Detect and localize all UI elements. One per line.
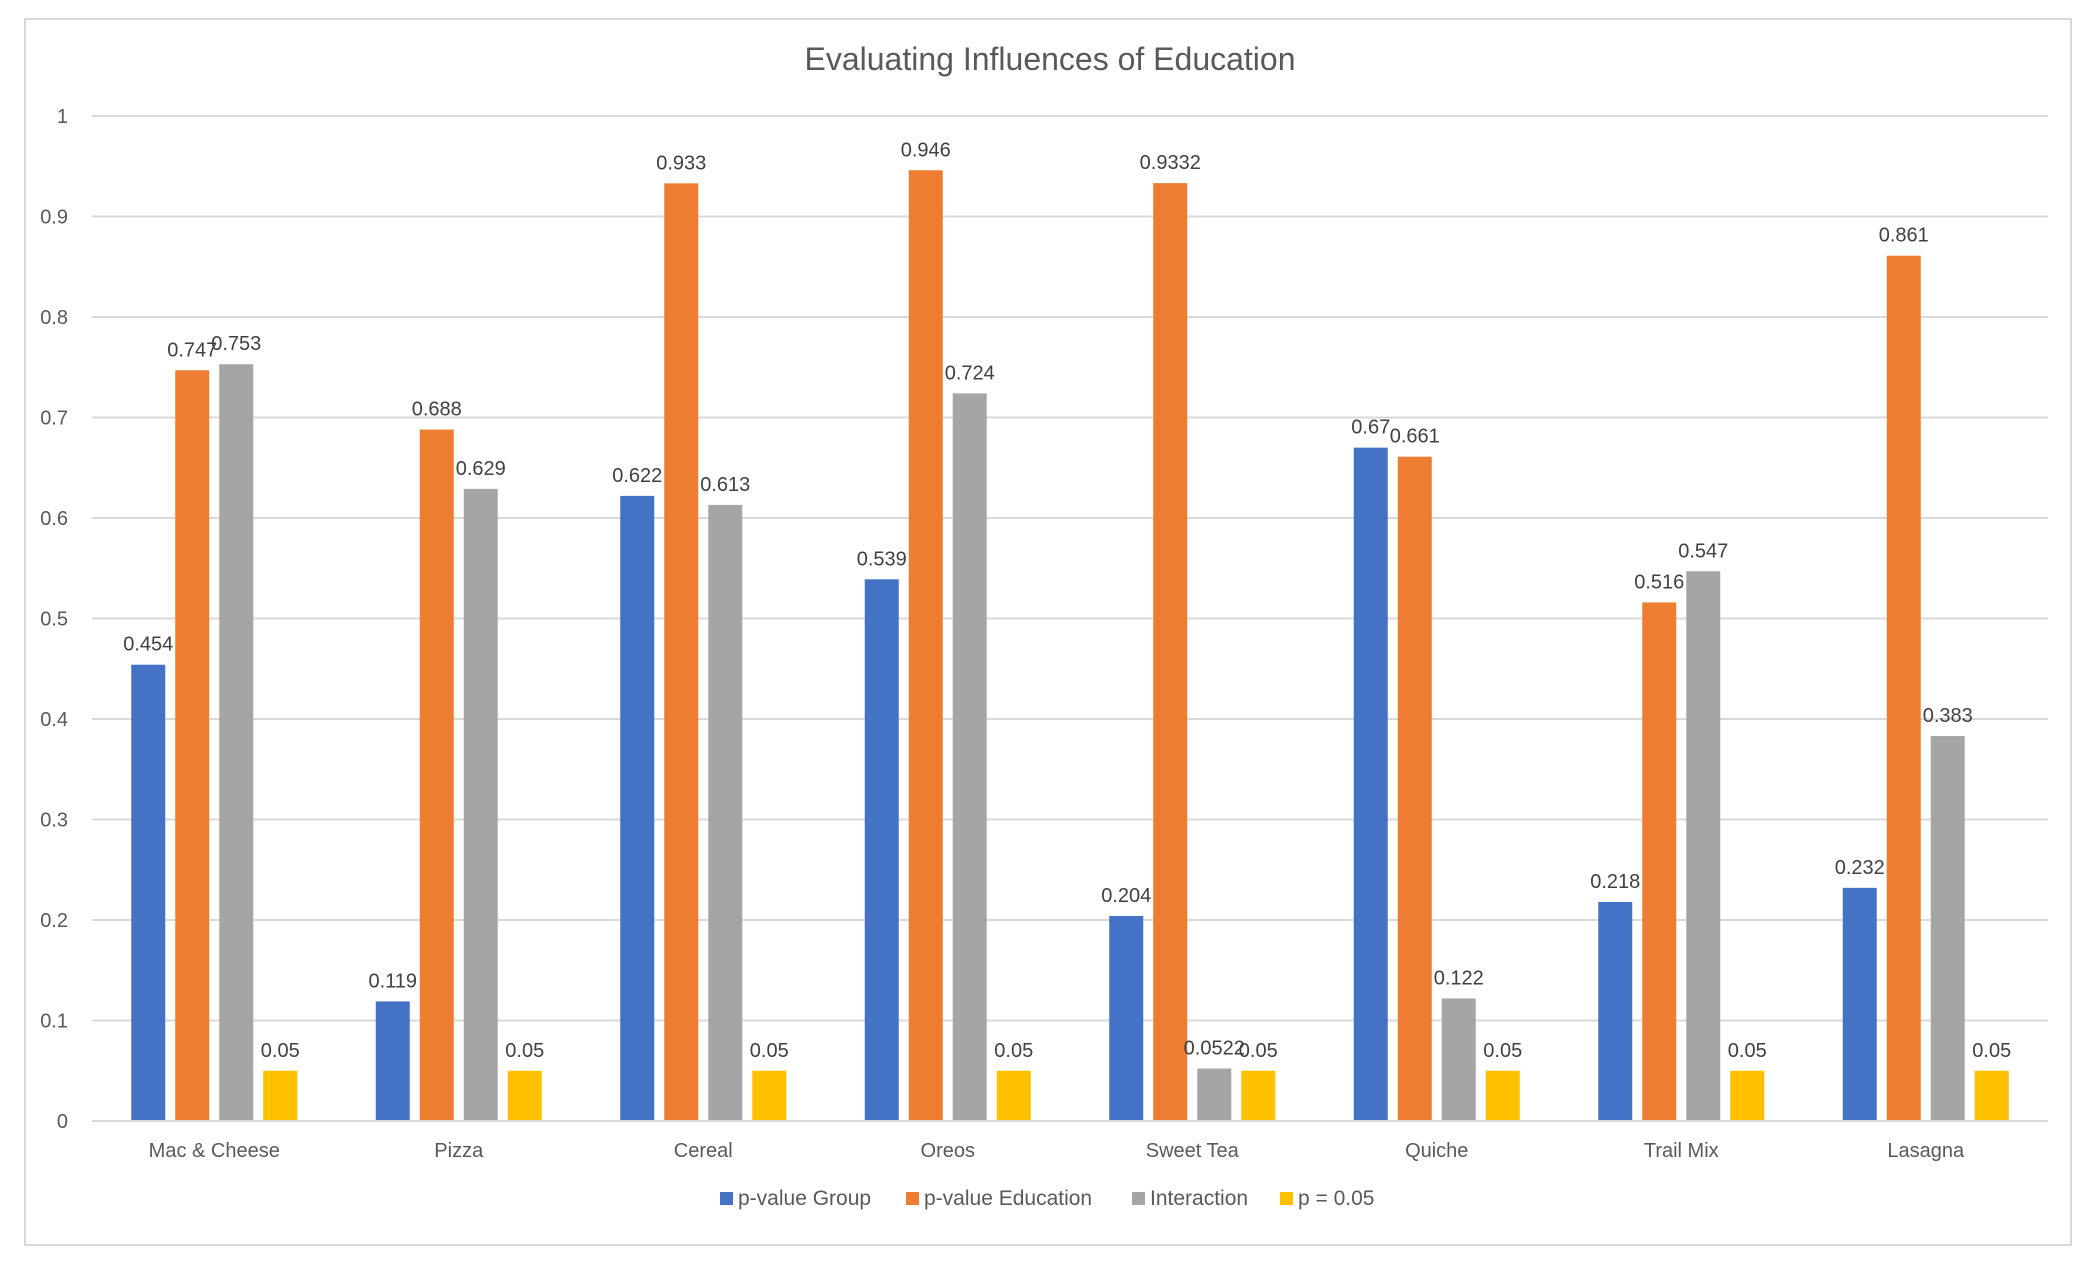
- legend-label: Interaction: [1150, 1187, 1248, 1210]
- data-label: 0.9332: [1140, 152, 1201, 174]
- x-tick-label: Trail Mix: [1644, 1140, 1719, 1162]
- bar: [1241, 1070, 1276, 1121]
- y-tick-label: 0.4: [40, 709, 68, 731]
- legend-label: p-value Education: [924, 1187, 1092, 1210]
- bar: [708, 504, 743, 1121]
- data-label: 0.516: [1634, 571, 1684, 593]
- data-label: 0.747: [167, 339, 217, 361]
- x-tick-label: Quiche: [1405, 1140, 1468, 1162]
- x-tick-label: Mac & Cheese: [149, 1140, 280, 1162]
- data-label: 0.933: [656, 152, 706, 174]
- bar: [1842, 887, 1877, 1121]
- legend-label: p = 0.05: [1298, 1187, 1374, 1210]
- y-tick-label: 0.1: [40, 1011, 68, 1033]
- x-tick-label: Cereal: [674, 1140, 733, 1162]
- data-label: 0.05: [1972, 1040, 2011, 1062]
- y-tick-label: 0.7: [40, 408, 68, 430]
- legend-swatch: [1132, 1192, 1145, 1205]
- bar: [664, 183, 699, 1121]
- legend-swatch: [906, 1192, 919, 1205]
- bar: [952, 393, 987, 1121]
- chart-title: Evaluating Influences of Education: [805, 41, 1296, 77]
- data-label: 0.05: [261, 1040, 300, 1062]
- data-label: 0.724: [945, 362, 995, 384]
- data-label: 0.122: [1434, 967, 1484, 989]
- bar: [1642, 602, 1677, 1121]
- bar: [1930, 736, 1965, 1121]
- x-tick-label: Lasagna: [1887, 1140, 1965, 1162]
- data-label: 0.05: [994, 1040, 1033, 1062]
- bar: [1109, 915, 1144, 1121]
- bar: [1153, 183, 1188, 1121]
- data-label: 0.119: [368, 970, 417, 992]
- bar: [1886, 255, 1921, 1121]
- data-label: 0.688: [412, 399, 462, 421]
- bar: [175, 370, 210, 1121]
- bar: [996, 1070, 1031, 1121]
- x-tick-label: Pizza: [434, 1140, 484, 1162]
- bars: 0.4540.7470.7530.050.1190.6880.6290.050.…: [123, 139, 2011, 1122]
- x-tick-label: Oreos: [921, 1140, 975, 1162]
- x-tick-label: Sweet Tea: [1146, 1140, 1240, 1162]
- legend-swatch: [720, 1192, 733, 1205]
- y-tick-label: 0.6: [40, 508, 68, 530]
- data-label: 0.218: [1590, 871, 1640, 893]
- data-label: 0.204: [1101, 885, 1151, 907]
- y-tick-label: 0.3: [40, 810, 68, 832]
- data-label: 0.0522: [1184, 1038, 1245, 1060]
- bar: [1598, 901, 1633, 1121]
- data-label: 0.547: [1678, 540, 1728, 562]
- y-tick-label: 0.5: [40, 609, 68, 631]
- bar: [463, 488, 498, 1122]
- bar: [1485, 1070, 1520, 1121]
- legend-swatch: [1280, 1192, 1293, 1205]
- data-label: 0.622: [612, 465, 662, 487]
- bar: [752, 1070, 787, 1121]
- bar: [1397, 456, 1432, 1121]
- bar: [131, 664, 166, 1121]
- chart-frame: [24, 18, 2072, 1246]
- data-label: 0.539: [857, 548, 907, 570]
- bar: [1686, 571, 1721, 1121]
- data-label: 0.05: [505, 1040, 544, 1062]
- bar: [908, 170, 943, 1121]
- data-label: 0.661: [1390, 426, 1440, 448]
- data-label: 0.946: [901, 139, 951, 161]
- data-label: 0.05: [1728, 1040, 1767, 1062]
- bar: [1730, 1070, 1765, 1121]
- legend-label: p-value Group: [738, 1187, 871, 1210]
- x-axis: Mac & Cheese Pizza Cereal Oreos Sweet Tea Qui…: [92, 1120, 2048, 1162]
- bar: [419, 429, 454, 1121]
- bar: [864, 579, 899, 1121]
- bar: [375, 1001, 410, 1121]
- y-axis: 0 0.1 0.2 0.3 0.4 0.5 0.6 0.7 0.8 0.9 1: [40, 106, 68, 1133]
- y-tick-label: 0.2: [40, 910, 68, 932]
- y-tick-label: 1: [57, 106, 68, 128]
- y-tick-label: 0: [57, 1111, 68, 1133]
- data-label: 0.67: [1351, 417, 1390, 439]
- bar: [1974, 1070, 2009, 1121]
- bar: [1197, 1068, 1232, 1121]
- data-label: 0.613: [700, 474, 750, 496]
- data-label: 0.861: [1879, 225, 1929, 247]
- bar: [507, 1070, 542, 1121]
- bar: [263, 1070, 298, 1121]
- data-label: 0.05: [1239, 1040, 1278, 1062]
- data-label: 0.232: [1835, 857, 1885, 879]
- y-tick-label: 0.8: [40, 307, 68, 329]
- data-label: 0.383: [1923, 705, 1973, 727]
- data-label: 0.753: [211, 333, 261, 355]
- legend: p-value Group p-value Education Interactio…: [720, 1187, 1374, 1210]
- data-label: 0.629: [456, 458, 506, 480]
- data-label: 0.05: [1483, 1040, 1522, 1062]
- y-tick-label: 0.9: [40, 207, 68, 229]
- data-label: 0.454: [123, 634, 173, 656]
- bar: [620, 495, 655, 1121]
- bar: [1353, 447, 1388, 1121]
- data-label: 0.05: [750, 1040, 789, 1062]
- bar: [219, 364, 254, 1121]
- bar: [1441, 998, 1476, 1121]
